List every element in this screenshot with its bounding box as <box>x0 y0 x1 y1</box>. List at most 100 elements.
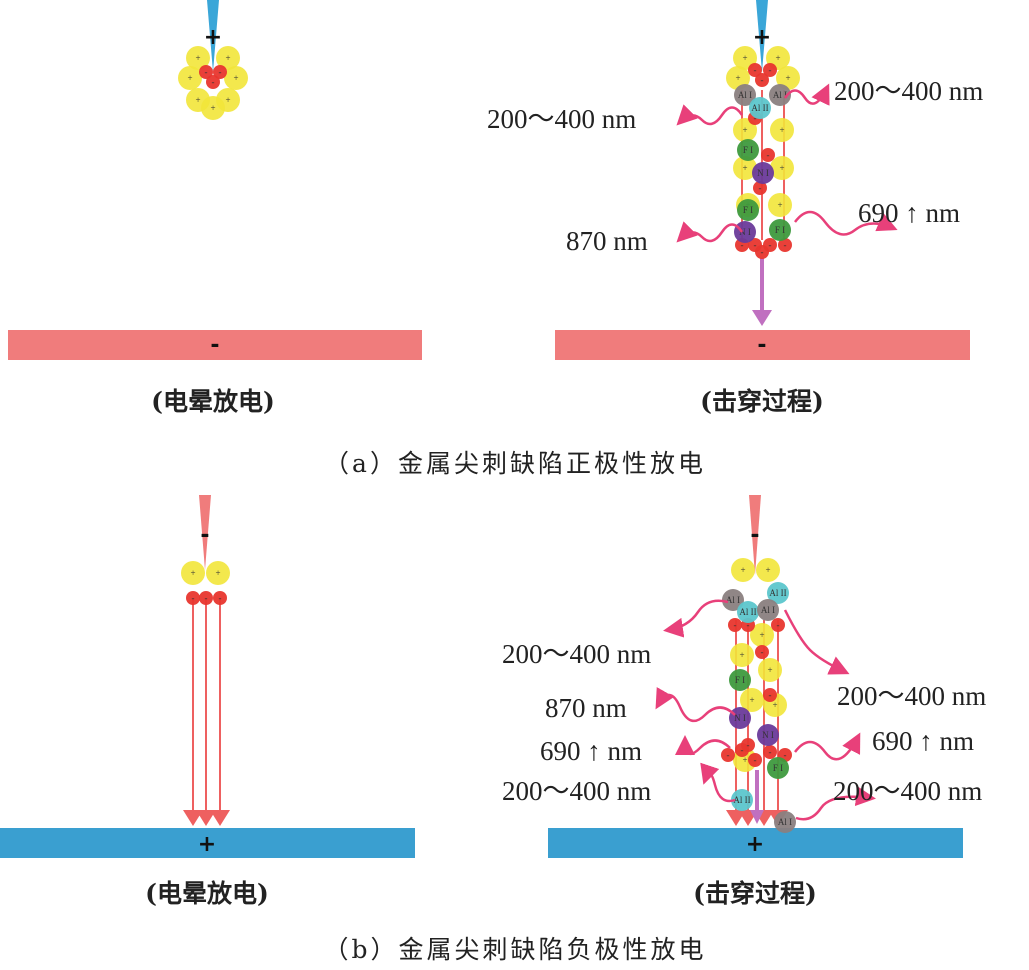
needle-sign-a-left: + <box>204 25 222 50</box>
electron: - <box>755 645 769 659</box>
photon-path <box>655 687 736 723</box>
positive-ion: + <box>750 623 774 647</box>
positive-ion: + <box>224 66 248 90</box>
svg-text:F I: F I <box>773 763 783 773</box>
svg-text:+: + <box>233 73 238 83</box>
positive-ion: + <box>186 46 210 70</box>
svg-text:-: - <box>759 183 762 193</box>
panel-a-title: （a）金属尖刺缺陷正极性放电 <box>324 449 706 478</box>
svg-text:Al I: Al I <box>738 90 752 100</box>
svg-text:N I: N I <box>734 713 746 723</box>
al-ii-particle: Al II <box>737 601 759 623</box>
needle-sign-b-left: - <box>200 523 209 548</box>
svg-text:-: - <box>769 690 772 700</box>
svg-text:-: - <box>761 75 764 85</box>
photon-path <box>676 221 744 243</box>
svg-text:-: - <box>205 67 208 77</box>
electron: - <box>763 688 777 702</box>
positive-ion: + <box>770 156 794 180</box>
svg-text:+: + <box>742 125 747 135</box>
photon-path <box>794 210 898 236</box>
wavelength-label: 200～400 nm <box>837 681 986 711</box>
al-i-particle: Al I <box>722 589 744 611</box>
svg-text:-: - <box>761 647 764 657</box>
svg-text:Al II: Al II <box>751 103 768 113</box>
electron: - <box>741 738 755 752</box>
svg-text:-: - <box>747 740 750 750</box>
wavelength-label: 200～400 nm <box>502 639 651 669</box>
electron: - <box>728 618 742 632</box>
positive-ion: + <box>733 156 757 180</box>
wavelength-label: 200～400 nm <box>502 776 651 806</box>
svg-text:+: + <box>779 163 784 173</box>
svg-text:-: - <box>219 593 222 603</box>
positive-ion: + <box>740 688 764 712</box>
al-i-particle: Al I <box>769 84 791 106</box>
electron: - <box>761 148 775 162</box>
al-i-particle: Al I <box>774 811 796 833</box>
electron: - <box>213 591 227 605</box>
svg-text:-: - <box>741 745 744 755</box>
f-i-particle: F I <box>737 139 759 161</box>
photon-path <box>783 83 830 106</box>
wavelength-label: 200～400 nm <box>487 104 636 134</box>
svg-text:+: + <box>225 95 230 105</box>
svg-text:N I: N I <box>757 168 769 178</box>
positive-ion: + <box>770 118 794 142</box>
svg-text:-: - <box>192 593 195 603</box>
positive-ion: + <box>758 658 782 682</box>
svg-text:-: - <box>777 620 780 630</box>
electron: - <box>755 73 769 87</box>
n-i-particle: N I <box>729 707 751 729</box>
svg-text:-: - <box>219 67 222 77</box>
svg-text:-: - <box>727 750 730 760</box>
electron: - <box>206 75 220 89</box>
photon-path <box>676 104 744 126</box>
electron: - <box>186 591 200 605</box>
svg-text:-: - <box>212 77 215 87</box>
al-ii-particle: Al II <box>731 789 753 811</box>
electron: - <box>763 63 777 77</box>
svg-text:Al I: Al I <box>778 817 792 827</box>
needle-a-left <box>207 0 219 72</box>
svg-text:-: - <box>784 240 787 250</box>
svg-text:N I: N I <box>762 730 774 740</box>
svg-text:Al I: Al I <box>726 595 740 605</box>
photon-path <box>794 732 861 761</box>
electron: - <box>763 745 777 759</box>
plate-sign-b-right: + <box>746 832 764 857</box>
positive-ion: + <box>776 66 800 90</box>
electron: - <box>199 591 213 605</box>
wavelength-label: 690 ↑ nm <box>858 198 960 228</box>
svg-text:Al I: Al I <box>761 605 775 615</box>
svg-text:Al I: Al I <box>773 90 787 100</box>
wavelength-label: 870 nm <box>566 226 648 256</box>
caption-breakdown-a: (击穿过程) <box>700 387 824 416</box>
n-i-particle: N I <box>734 221 756 243</box>
svg-text:-: - <box>761 247 764 257</box>
positive-ion: + <box>201 96 225 120</box>
electron: - <box>778 238 792 252</box>
photon-path <box>783 609 850 675</box>
svg-text:-: - <box>769 747 772 757</box>
svg-text:F I: F I <box>743 205 753 215</box>
svg-text:+: + <box>215 568 220 578</box>
svg-text:+: + <box>775 53 780 63</box>
positive-ion: + <box>206 561 230 585</box>
svg-text:-: - <box>734 620 737 630</box>
photon-path <box>663 599 729 638</box>
al-ii-particle: Al II <box>767 582 789 604</box>
svg-text:+: + <box>777 200 782 210</box>
svg-text:+: + <box>742 163 747 173</box>
positive-ion: + <box>768 193 792 217</box>
breakdown-arrowhead-b <box>750 810 764 824</box>
svg-text:+: + <box>767 665 772 675</box>
svg-text:-: - <box>754 65 757 75</box>
photon-path <box>675 735 731 756</box>
svg-text:Al II: Al II <box>733 795 750 805</box>
svg-text:+: + <box>765 565 770 575</box>
caption-breakdown-b: (击穿过程) <box>693 879 817 908</box>
photon-path <box>795 786 876 821</box>
wavelength-label: 870 nm <box>545 693 627 723</box>
